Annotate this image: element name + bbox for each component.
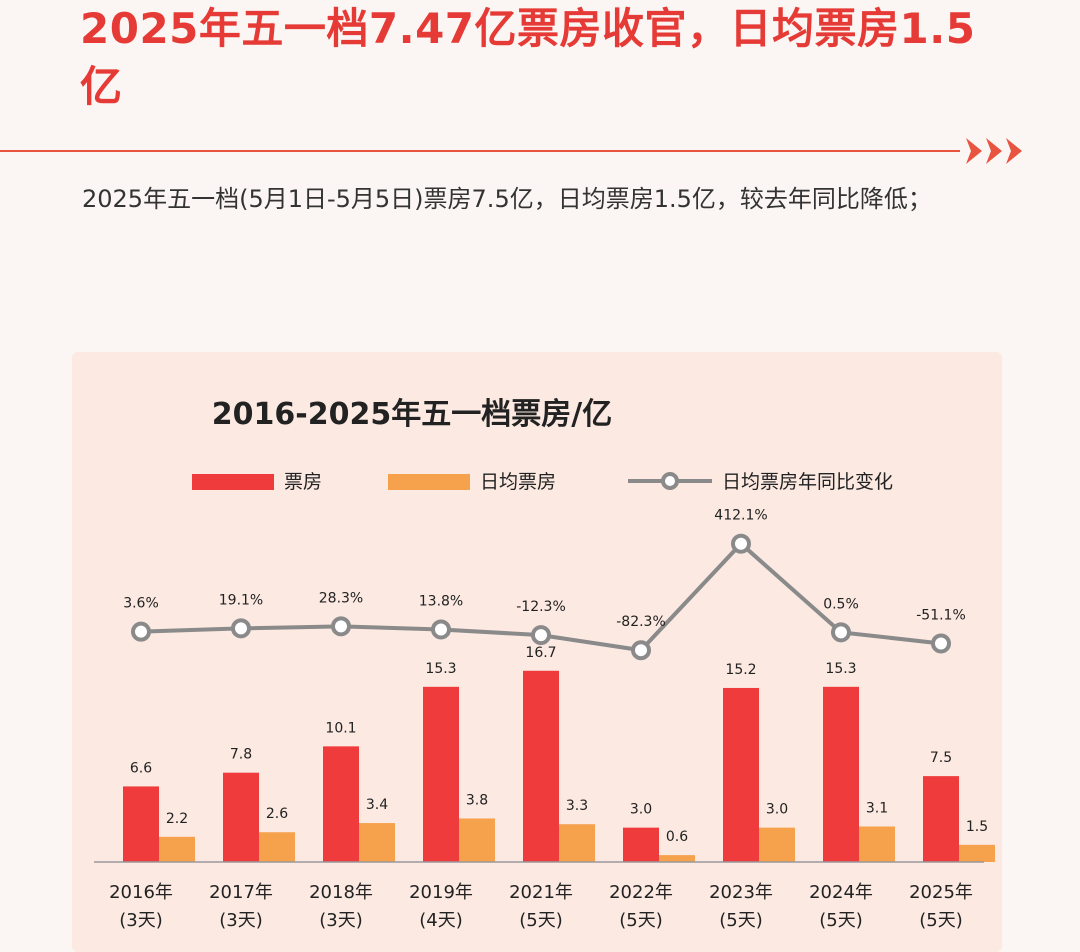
data-label-daily: 2.2: [166, 811, 188, 827]
x-tick-note: (5天): [719, 910, 763, 931]
x-tick-note: (5天): [519, 910, 563, 931]
yoy-label: 3.6%: [123, 596, 159, 612]
x-tick-note: (5天): [819, 910, 863, 931]
chart-card: 2016-2025年五一档票房/亿 票房 日均票房 日均票房年同比变化 6.6 2…: [72, 352, 1002, 952]
bar-box-office: [823, 686, 859, 862]
bar-box-office: [123, 786, 159, 862]
intro-text: 2025年五一档(5月1日-5月5日)票房7.5亿，日均票房1.5亿，较去年同比…: [82, 185, 932, 213]
x-tick-label: 2021年: [509, 882, 573, 903]
yoy-point: [231, 618, 251, 639]
bar-box-office: [623, 827, 659, 862]
bar-daily: [259, 832, 295, 862]
yoy-label: -12.3%: [516, 599, 566, 615]
data-label-daily: 3.1: [866, 801, 888, 817]
x-tick-label: 2025年: [909, 882, 973, 903]
data-label-daily: 1.5: [966, 819, 988, 835]
yoy-label: 19.1%: [219, 592, 263, 608]
legend-label-yoy: 日均票房年同比变化: [722, 471, 893, 493]
divider-line: [0, 150, 960, 152]
legend-swatch-daily: [388, 474, 470, 490]
data-label-daily: 0.6: [666, 829, 688, 845]
bar-box-office: [323, 746, 359, 862]
bar-box-office: [523, 670, 559, 862]
data-label-box-office: 6.6: [130, 760, 152, 776]
data-label-box-office: 15.3: [425, 661, 456, 677]
bar-box-office: [723, 687, 759, 862]
x-axis: 2016年 (3天) 2017年 (3天) 2018年 (3天) 2019年 (4天) 2021…: [94, 861, 984, 931]
legend-label-daily: 日均票房: [480, 471, 556, 493]
legend: 票房 日均票房 日均票房年同比变化: [192, 471, 893, 493]
data-label-daily: 2.6: [266, 806, 288, 822]
bar-daily: [659, 855, 695, 862]
data-label-daily: 3.8: [466, 792, 488, 808]
yoy-point: [731, 533, 751, 554]
x-tick-note: (5天): [919, 910, 963, 931]
data-label-daily: 3.3: [566, 798, 588, 814]
bar-daily: [959, 844, 995, 862]
yoy-point: [831, 622, 851, 643]
x-tick-note: (4天): [419, 910, 463, 931]
yoy-point: [431, 619, 451, 640]
x-tick-label: 2017年: [209, 882, 273, 903]
bar-daily: [559, 824, 595, 862]
yoy-point: [331, 616, 351, 637]
bars-layer: 6.6 2.2 7.8 2.6 10.1 3.4 15.3 3.8 16.7 3.3 3.0 0.6 1…: [123, 645, 995, 862]
chart-title: 2016-2025年五一档票房/亿: [212, 397, 612, 432]
yoy-point: [531, 625, 551, 646]
bar-daily: [859, 826, 895, 862]
data-label-daily: 3.4: [366, 797, 388, 813]
bar-box-office: [923, 776, 959, 862]
yoy-point: [131, 621, 151, 642]
line-layer: 3.6% 19.1% 28.3% 13.8% -12.3% -82.3% 412.1% 0.5…: [123, 508, 966, 661]
x-tick-label: 2018年: [309, 882, 373, 903]
legend-marker-yoy: [661, 472, 679, 490]
x-tick-label: 2019年: [409, 882, 473, 903]
bar-daily: [359, 823, 395, 862]
data-label-box-office: 15.2: [725, 662, 756, 678]
yoy-point: [631, 640, 651, 661]
bar-box-office: [223, 772, 259, 862]
headline: 2025年五一档7.47亿票房收官，日均票房1.5亿: [80, 4, 976, 111]
x-tick-note: (3天): [319, 910, 363, 931]
chart: 2016-2025年五一档票房/亿 票房 日均票房 日均票房年同比变化 6.6 2…: [94, 397, 995, 931]
legend-swatch-box-office: [192, 474, 274, 490]
x-tick-label: 2022年: [609, 882, 673, 903]
x-tick-label: 2024年: [809, 882, 873, 903]
yoy-label: -82.3%: [616, 614, 666, 630]
data-label-box-office: 15.3: [825, 661, 856, 677]
yoy-label: -51.1%: [916, 607, 966, 623]
data-label-box-office: 7.8: [230, 747, 252, 763]
data-label-box-office: 7.5: [930, 750, 952, 766]
yoy-label: 13.8%: [419, 593, 463, 609]
bar-daily: [759, 827, 795, 862]
x-tick-label: 2016年: [109, 882, 173, 903]
data-label-box-office: 3.0: [630, 802, 652, 818]
yoy-label: 0.5%: [823, 596, 859, 612]
triple-arrow-icon: [966, 138, 1022, 164]
bar-daily: [159, 836, 195, 862]
data-label-box-office: 16.7: [525, 645, 556, 661]
yoy-label: 412.1%: [714, 508, 767, 524]
x-tick-label: 2023年: [709, 882, 773, 903]
x-tick-note: (3天): [119, 910, 163, 931]
bar-daily: [459, 818, 495, 862]
x-tick-note: (3天): [219, 910, 263, 931]
legend-label-box-office: 票房: [284, 471, 322, 493]
yoy-label: 28.3%: [319, 590, 363, 606]
x-tick-note: (5天): [619, 910, 663, 931]
data-label-daily: 3.0: [766, 802, 788, 818]
bar-box-office: [423, 686, 459, 862]
yoy-point: [931, 633, 951, 654]
data-label-box-office: 10.1: [325, 720, 356, 736]
